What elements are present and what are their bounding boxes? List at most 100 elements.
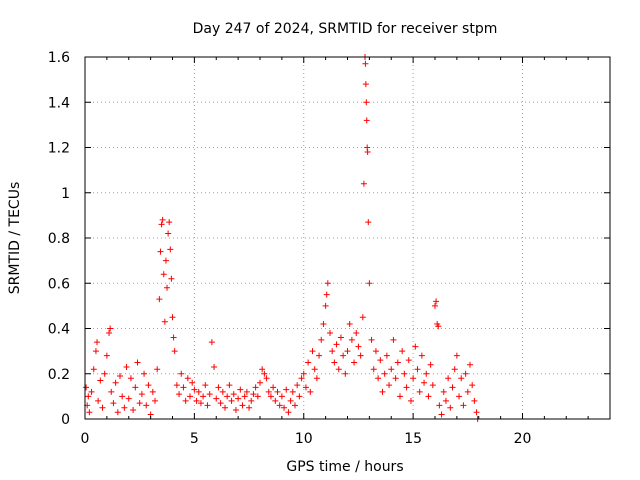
data-point — [230, 391, 237, 398]
data-point — [265, 388, 272, 395]
data-point — [173, 382, 180, 389]
data-point — [445, 375, 452, 382]
data-point — [307, 388, 314, 395]
y-tick-label: 0.4 — [48, 322, 70, 338]
data-point — [103, 352, 110, 359]
data-point — [145, 382, 152, 389]
data-point — [134, 359, 141, 366]
data-point — [200, 393, 207, 400]
data-point — [366, 280, 373, 287]
data-point — [346, 320, 353, 327]
data-point — [355, 343, 362, 350]
data-point — [187, 393, 193, 400]
data-points — [83, 54, 481, 422]
data-point — [375, 375, 382, 382]
y-tick-label: 1 — [61, 186, 70, 202]
data-point — [425, 393, 432, 400]
y-tick-label: 1.2 — [48, 141, 70, 157]
data-point — [143, 402, 150, 409]
data-point — [219, 388, 226, 395]
data-point — [438, 411, 445, 418]
data-point — [161, 318, 168, 325]
data-point — [316, 352, 323, 359]
data-point — [154, 366, 161, 373]
data-point — [359, 314, 366, 321]
data-point — [471, 397, 478, 404]
data-point — [407, 397, 414, 404]
data-point — [85, 393, 92, 400]
data-point — [451, 366, 458, 373]
data-point — [239, 402, 246, 409]
x-tick-label: 10 — [295, 431, 313, 447]
data-point — [127, 375, 134, 382]
data-point — [217, 400, 224, 407]
data-point — [152, 397, 158, 404]
data-point — [158, 221, 165, 228]
data-point — [412, 343, 419, 350]
data-point — [362, 60, 369, 67]
data-point — [283, 386, 290, 393]
x-axis-title: GPS time / hours — [286, 459, 403, 475]
data-point — [447, 404, 454, 411]
data-point — [433, 298, 440, 305]
data-point — [344, 348, 351, 355]
data-point — [292, 402, 298, 409]
x-tick-label: 20 — [514, 431, 532, 447]
data-point — [386, 382, 393, 389]
data-point — [440, 388, 447, 395]
data-point — [83, 384, 90, 391]
data-point — [368, 336, 375, 343]
data-point — [206, 391, 213, 398]
data-point — [327, 330, 333, 337]
data-point — [298, 375, 305, 382]
data-point — [86, 409, 93, 416]
data-point — [168, 275, 175, 282]
data-point — [348, 336, 355, 343]
data-point — [112, 379, 119, 386]
data-point — [162, 257, 169, 264]
data-point — [106, 330, 113, 337]
chart-title: Day 247 of 2024, SRMTID for receiver stp… — [193, 21, 498, 37]
data-point — [243, 388, 250, 395]
data-point — [167, 246, 174, 253]
data-point — [333, 341, 340, 348]
data-point — [226, 382, 233, 389]
data-point — [204, 402, 211, 409]
axis-ticks: 0 5 10 15 20 0 0.2 0.4 0.6 0.8 1 1.2 1.4 1.6 — [48, 50, 611, 447]
data-point — [261, 370, 268, 377]
y-axis-title: SRMTID / TECUs — [7, 182, 23, 295]
data-point — [311, 366, 318, 373]
y-tick-label: 1.6 — [48, 50, 70, 66]
data-point — [458, 375, 465, 382]
data-point — [364, 149, 371, 156]
data-point — [248, 397, 255, 404]
data-point — [324, 280, 331, 287]
data-point — [164, 284, 171, 291]
data-point — [331, 359, 338, 366]
data-point — [296, 393, 303, 400]
data-point — [323, 291, 330, 298]
data-point — [383, 352, 390, 359]
data-point — [189, 379, 196, 386]
data-point — [130, 406, 137, 413]
data-point — [259, 366, 266, 373]
data-point — [372, 348, 379, 355]
data-point — [313, 375, 320, 382]
data-point — [342, 370, 349, 377]
data-point — [276, 402, 283, 409]
data-point — [335, 366, 342, 373]
data-point — [99, 404, 106, 411]
data-point — [462, 370, 469, 377]
data-point — [401, 370, 408, 377]
data-point — [202, 382, 209, 389]
data-point — [414, 366, 421, 373]
data-point — [294, 382, 301, 389]
data-point — [166, 219, 173, 226]
data-point — [180, 384, 187, 391]
data-point — [287, 397, 294, 404]
data-point — [429, 382, 436, 389]
data-point — [191, 386, 198, 393]
data-point — [136, 400, 143, 407]
data-point — [405, 357, 412, 364]
data-point — [267, 393, 274, 400]
